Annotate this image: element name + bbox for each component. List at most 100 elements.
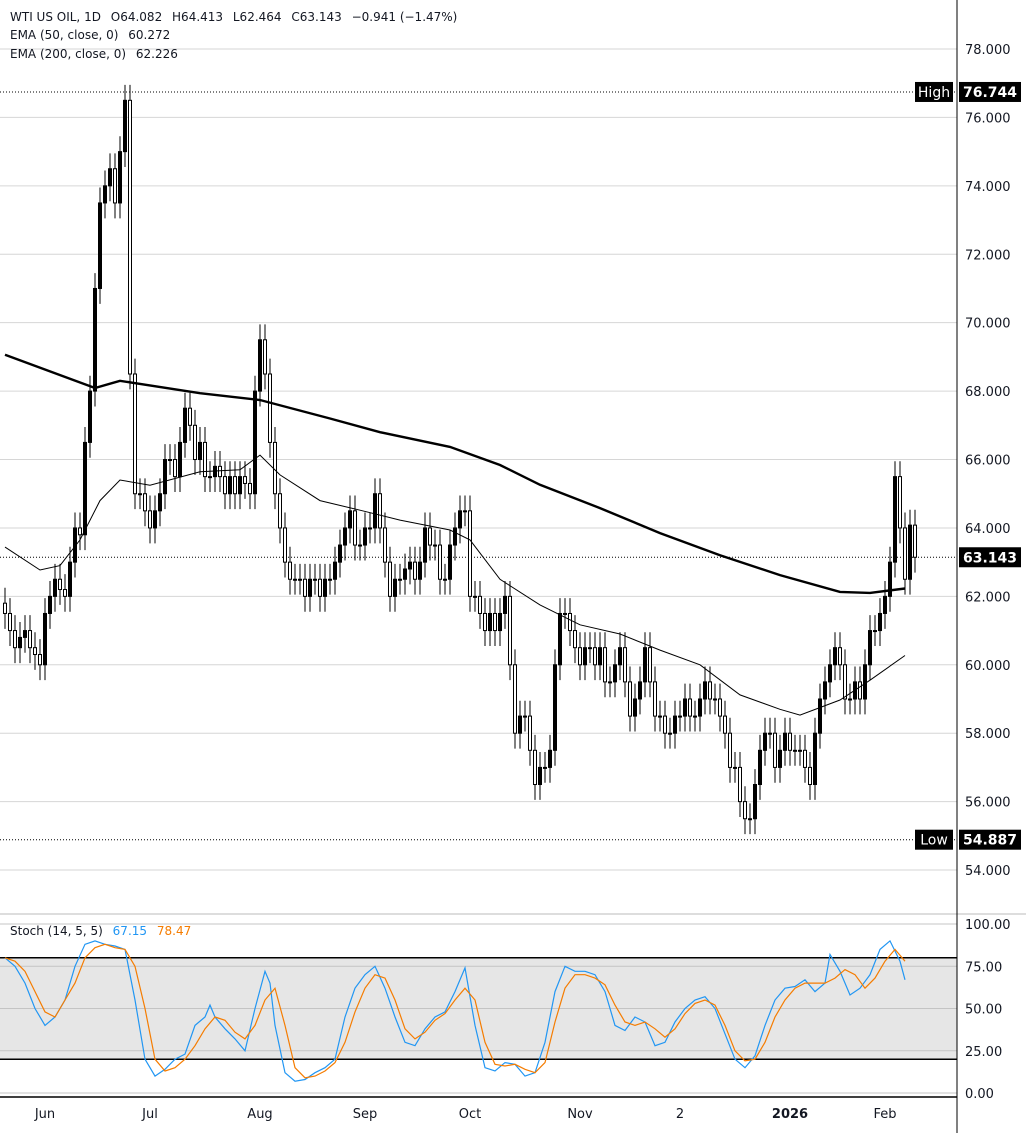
candle-body (193, 424, 197, 461)
candle (373, 478, 377, 544)
candle (543, 752, 547, 783)
stoch-axis-tick: 100.00 (965, 918, 1011, 933)
candle-body (148, 510, 152, 529)
candle (583, 632, 587, 681)
candle-body (78, 527, 82, 536)
candle-body (828, 664, 832, 683)
stoch-label: Stoch (14, 5, 5) (10, 924, 103, 938)
candle (188, 392, 192, 441)
candle-body (198, 441, 202, 461)
candle-body (398, 578, 402, 581)
candle (573, 615, 577, 664)
candle-body (473, 595, 477, 598)
candle (633, 683, 637, 732)
candle (823, 666, 827, 715)
candle-body (708, 681, 712, 700)
candle-body (228, 476, 232, 495)
candle (773, 717, 777, 783)
high-label: High (918, 85, 950, 101)
ohlc-open: O64.082 (110, 10, 163, 24)
candle-body (503, 595, 507, 614)
candle-body (23, 630, 27, 638)
candle (488, 598, 492, 646)
candle (363, 512, 367, 561)
candle-body (393, 578, 397, 597)
candle-body (458, 510, 462, 529)
time-axis-tick: Nov (567, 1107, 593, 1122)
candle (693, 700, 697, 732)
ohlc-close: C63.143 (291, 10, 342, 24)
candle (838, 632, 842, 681)
candle (893, 461, 897, 578)
candle-body (793, 749, 797, 752)
candle (563, 598, 567, 629)
candle (553, 649, 557, 766)
candle-body (63, 589, 67, 597)
candle (113, 153, 117, 219)
candle (293, 563, 297, 595)
candle (753, 769, 757, 835)
candle-body (293, 578, 297, 581)
candle-body (678, 715, 682, 718)
last-price-label: 63.143 (963, 550, 1017, 566)
high-label-box (915, 81, 953, 102)
low-value-label-box (959, 829, 1021, 850)
candle (208, 461, 212, 493)
candle-body (543, 766, 547, 769)
candle-body (183, 407, 187, 443)
candle (388, 546, 392, 612)
candle-body (588, 647, 592, 650)
candle (343, 512, 347, 561)
candle (523, 700, 527, 732)
candle (178, 427, 182, 493)
stoch-axis-tick: 50.00 (965, 1003, 1002, 1018)
candle (788, 717, 792, 766)
candle (678, 700, 682, 732)
candle (288, 546, 292, 595)
time-axis-tick: Jun (34, 1107, 55, 1122)
candle-body (643, 647, 647, 683)
price-axis-tick: 68.000 (965, 385, 1011, 400)
candle (723, 700, 727, 749)
candle-body (298, 578, 302, 581)
candle-body (608, 681, 612, 684)
candle-body (698, 698, 702, 717)
candle-body (403, 568, 407, 580)
candle (588, 632, 592, 664)
candle-body (693, 715, 697, 718)
candle-body (578, 647, 582, 666)
candle (353, 495, 357, 561)
candle-body (318, 578, 322, 597)
candle-body (498, 612, 502, 632)
candle (263, 324, 267, 390)
candle-body (433, 544, 437, 547)
candle-body (893, 476, 897, 563)
candle (598, 632, 602, 681)
candle-body (533, 749, 537, 786)
price-axis-tick: 76.000 (965, 111, 1011, 126)
candle-body (98, 202, 102, 289)
candle-body (743, 801, 747, 820)
candle-body (623, 647, 627, 683)
candle (153, 495, 157, 544)
candle-body (908, 524, 912, 580)
candle (743, 786, 747, 835)
ohlc-change: −0.941 (−1.47%) (351, 10, 458, 24)
candle (868, 615, 872, 681)
candle (23, 615, 27, 653)
candle (318, 563, 322, 612)
candle (898, 461, 902, 544)
candle (473, 580, 477, 612)
candle-body (128, 99, 132, 375)
candle-body (573, 630, 577, 649)
candle (848, 683, 852, 715)
candle-body (343, 527, 347, 546)
price-axis-tick: 58.000 (965, 727, 1011, 742)
ohlc-high: H64.413 (172, 10, 224, 24)
candle-body (353, 510, 357, 546)
candle-body (843, 664, 847, 700)
candle-body (513, 664, 517, 734)
candle-body (133, 373, 137, 495)
candle-body (583, 647, 587, 666)
